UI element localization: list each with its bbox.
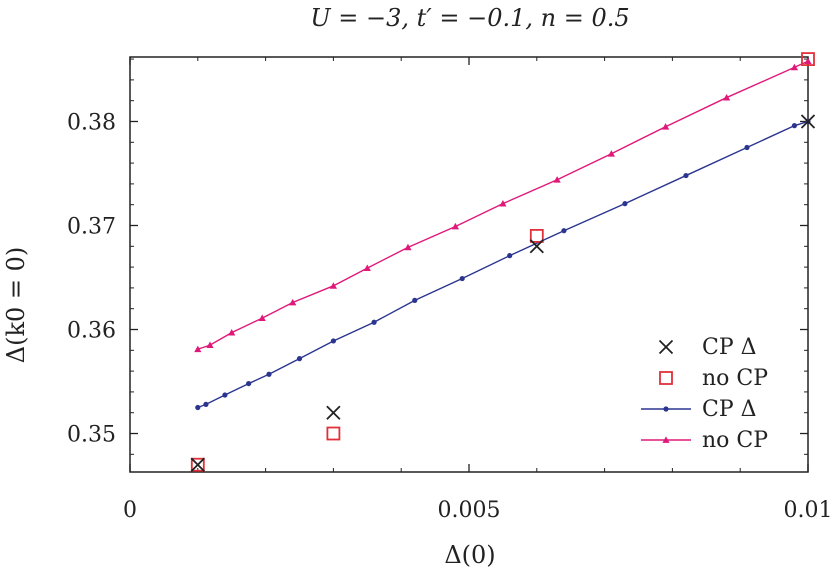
chart-title: U = −3, t′ = −0.1, n = 0.5: [310, 4, 629, 32]
data-point: [529, 239, 544, 254]
data-point: [363, 264, 371, 272]
legend-item: no CP: [641, 428, 768, 453]
y-axis: 0.35 0.36 0.37 0.38: [67, 58, 808, 455]
legend-swatch-marker: [663, 406, 669, 412]
legend-item: CP Δ: [658, 335, 757, 360]
data-point: [529, 228, 544, 243]
legend: CP Δ no CP CP Δ no CP: [641, 335, 768, 453]
data-point: [330, 338, 336, 344]
x-tick-label: 0.005: [438, 498, 501, 523]
marker-stroke: [190, 457, 205, 472]
data-point: [800, 114, 816, 129]
data-point: [607, 150, 615, 157]
series-layer: [190, 52, 816, 472]
data-point: [404, 243, 412, 251]
data-point: [801, 52, 815, 66]
data-point: [683, 172, 689, 179]
data-point: [790, 63, 799, 71]
series-line: [197, 60, 809, 350]
data-point: [296, 356, 303, 362]
y-tick-label: 0.36: [67, 319, 116, 344]
series-1: [190, 52, 815, 472]
legend-swatch-marker: [659, 371, 673, 385]
legend-label: no CP: [702, 366, 768, 391]
data-point: [195, 404, 201, 411]
data-point: [499, 200, 507, 207]
data-point: [412, 297, 418, 303]
series-line: [197, 120, 809, 409]
x-axis: 0 0.005 0.01: [123, 57, 830, 523]
data-point: [459, 275, 465, 282]
marker-stroke: [800, 114, 816, 129]
legend-label: CP Δ: [702, 335, 757, 360]
data-point: [206, 341, 214, 348]
data-point: [561, 228, 567, 234]
data-point: [723, 93, 731, 101]
data-point: [622, 201, 628, 207]
data-point: [507, 253, 513, 259]
data-point: [194, 345, 202, 353]
legend-item: no CP: [659, 366, 768, 391]
data-point: [190, 457, 205, 472]
legend-swatch-marker: [658, 339, 674, 355]
data-point: [662, 123, 670, 130]
series-2: [195, 118, 811, 411]
legend-label: no CP: [702, 428, 768, 453]
y-tick-label: 0.37: [67, 214, 116, 239]
marker-stroke: [326, 405, 341, 420]
data-point: [258, 314, 266, 321]
x-tick-label: 0.01: [784, 498, 830, 523]
data-point: [744, 144, 750, 151]
data-point: [228, 329, 236, 336]
y-axis-label: Δ(k0 = 0): [2, 247, 30, 364]
legend-label: CP Δ: [702, 397, 757, 422]
data-point: [791, 123, 798, 129]
data-point: [190, 457, 205, 472]
data-point: [553, 176, 561, 183]
series-3: [194, 57, 812, 353]
data-point: [451, 222, 460, 230]
x-axis-label: Δ(0): [444, 541, 495, 569]
marker-stroke: [658, 339, 674, 355]
data-point: [246, 380, 252, 387]
y-tick-label: 0.35: [67, 423, 116, 448]
data-point: [266, 371, 272, 377]
data-point: [203, 401, 209, 407]
data-point: [326, 405, 341, 420]
data-point: [371, 319, 377, 325]
legend-swatch-marker: [662, 436, 670, 443]
data-point: [326, 426, 341, 441]
data-point: [329, 282, 337, 289]
y-tick-label: 0.38: [67, 110, 116, 135]
data-point: [804, 57, 812, 65]
legend-item: CP Δ: [641, 397, 757, 422]
data-point: [222, 392, 228, 398]
marker-stroke: [529, 239, 544, 254]
series-0: [190, 114, 816, 472]
data-point: [289, 298, 297, 306]
x-tick-label: 0: [123, 498, 137, 523]
